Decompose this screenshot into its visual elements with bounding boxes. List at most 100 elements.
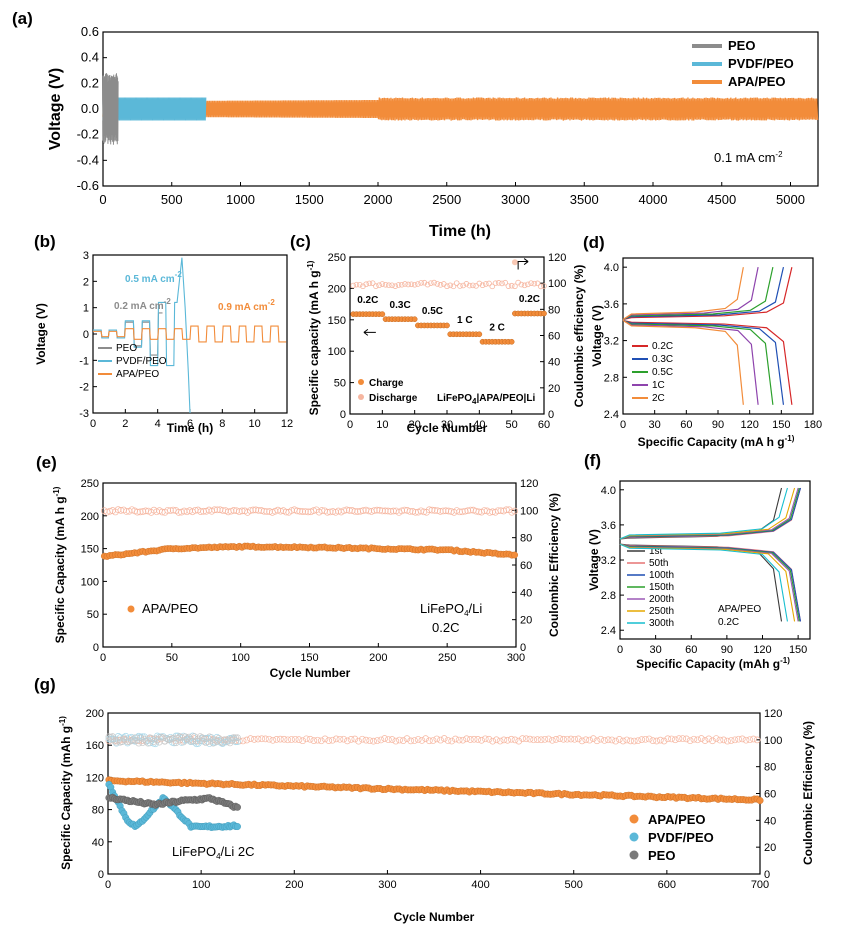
legend-label: 100th — [649, 570, 674, 581]
efficiency-point — [495, 280, 502, 286]
discharge-curve — [622, 319, 759, 405]
apa-efficiency-point — [727, 737, 735, 744]
efficiency-point — [389, 282, 395, 289]
apa-efficiency-point — [396, 736, 403, 744]
efficiency-point — [356, 281, 363, 288]
legend-label: PEO — [116, 343, 137, 354]
y2-tick-label: 100 — [548, 278, 566, 290]
legend-marker — [629, 814, 639, 824]
x-tick-label: 600 — [658, 879, 676, 891]
efficiency-point — [169, 506, 177, 514]
efficiency-point — [447, 508, 455, 515]
apa-efficiency-point — [511, 736, 519, 744]
apa-efficiency-point — [485, 735, 493, 743]
x-tick-label: 3000 — [501, 192, 530, 207]
peo-efficiency-point — [194, 735, 202, 743]
apa-efficiency-point — [455, 736, 463, 744]
apa-efficiency-point — [310, 737, 318, 744]
charge-point — [508, 338, 515, 345]
legend-label: 200th — [649, 594, 674, 605]
apa-efficiency-point — [306, 735, 314, 743]
x-axis-title: Time (h) — [167, 421, 213, 435]
y2-tick-label: 80 — [548, 304, 560, 316]
apa-efficiency-point — [593, 737, 601, 745]
apa-efficiency-point — [537, 736, 545, 744]
apa-efficiency-point — [481, 735, 489, 743]
apa-efficiency-point — [630, 737, 638, 745]
x-tick-label: 30 — [650, 644, 662, 656]
apa-efficiency-point — [452, 735, 459, 743]
apa-efficiency-point — [694, 736, 701, 744]
apa-efficiency-point — [295, 736, 303, 743]
efficiency-point — [197, 508, 205, 515]
chart-c: 0 10 20 30 40 50 60250200150100500120100806040… — [290, 232, 586, 435]
efficiency-point — [392, 283, 399, 289]
efficiency-point — [531, 280, 538, 287]
efficiency-point — [249, 506, 257, 514]
apa-efficiency-point — [362, 736, 370, 744]
apa-efficiency-point — [250, 736, 258, 743]
efficiency-point — [329, 508, 337, 515]
apa-efficiency-point — [269, 736, 277, 744]
peo-efficiency-point — [226, 739, 234, 747]
superscript: -1) — [58, 716, 67, 726]
efficiency-point — [470, 282, 476, 289]
efficiency-point — [457, 283, 463, 289]
legend-label: Charge — [369, 378, 404, 389]
apa-efficiency-point — [291, 735, 299, 743]
y-tick-label: 1 — [83, 303, 89, 315]
efficiency-point — [373, 283, 379, 289]
legend-charge-marker — [358, 379, 364, 385]
charge-point — [411, 316, 418, 323]
x-axis-title: Cycle Number — [394, 910, 475, 924]
y-tick-label: 2.4 — [604, 409, 619, 421]
efficiency-point — [366, 280, 373, 287]
efficiency-point — [428, 280, 434, 286]
legend-label: 0.2C — [652, 341, 673, 352]
efficiency-point — [436, 508, 444, 515]
rate-label: 0.3C — [390, 300, 411, 311]
subscript: 4 — [464, 609, 469, 618]
x-tick-label: 8 — [219, 418, 225, 430]
charge-point — [444, 322, 450, 329]
legend-label: 2C — [652, 393, 665, 404]
efficiency-point — [537, 283, 544, 290]
y-tick-label: 200 — [81, 511, 99, 523]
y-tick-label: 3.2 — [601, 555, 616, 567]
y2-tick-label: 60 — [548, 331, 560, 343]
peo-efficiency-point — [196, 733, 204, 740]
y-tick-label: 2.4 — [601, 625, 616, 637]
x-tick-label: 3500 — [570, 192, 599, 207]
cell-label: LiFePO4|APA/PEO|Li — [437, 393, 535, 406]
peo-efficiency-point — [187, 737, 195, 745]
panel-label: (c) — [290, 232, 311, 251]
apa-efficiency-point — [276, 735, 284, 743]
charge-point — [379, 311, 386, 317]
y-tick-label: -0.4 — [77, 152, 99, 167]
efficiency-point — [363, 281, 369, 288]
y2-tick-label: 80 — [764, 762, 776, 774]
apa-efficiency-point — [724, 737, 731, 745]
rate-label: 2 C — [489, 322, 505, 333]
x-tick-label: 90 — [721, 644, 733, 656]
discharge-curve — [622, 319, 793, 405]
y2-tick-label: 120 — [764, 708, 782, 720]
charge-curve — [622, 267, 785, 321]
apa-capacity-point — [756, 797, 764, 805]
panel-label: (d) — [583, 233, 605, 252]
series-apa-peo — [102, 97, 819, 121]
efficiency-point — [326, 508, 334, 516]
apa-efficiency-point — [418, 737, 426, 744]
x-tick-label: 50 — [166, 652, 178, 664]
efficiency-point — [472, 507, 480, 515]
y-tick-label: 200 — [86, 708, 104, 720]
efficiency-point — [376, 506, 384, 514]
apa-efficiency-point — [675, 735, 683, 742]
apa-efficiency-point — [254, 735, 262, 743]
y-tick-label: -1 — [79, 355, 89, 367]
series-pvdf-peo — [102, 97, 207, 121]
x-axis-title: Specific Capacity (mAh g-1) — [636, 656, 790, 671]
efficiency-point — [227, 507, 235, 515]
efficiency-point — [489, 508, 496, 516]
efficiency-point — [497, 507, 505, 515]
